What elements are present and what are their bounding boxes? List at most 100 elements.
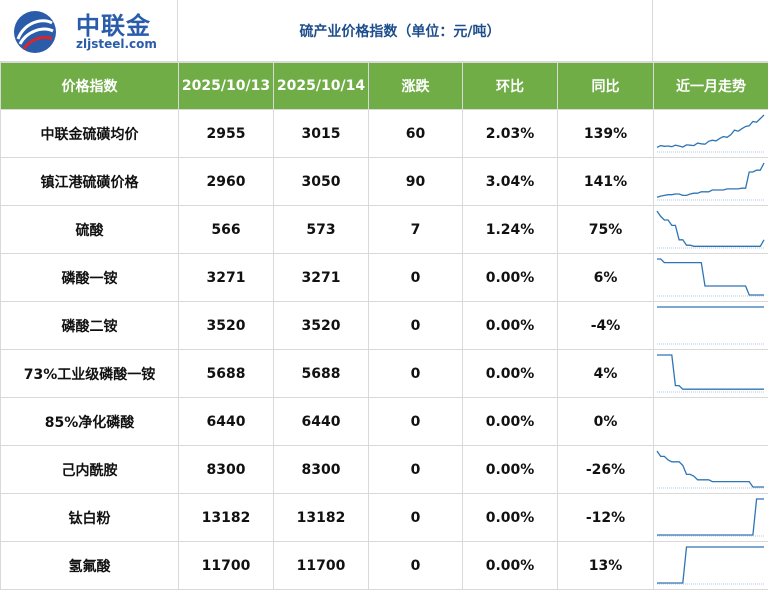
row-date2-value: 11700 <box>273 541 369 590</box>
row-name: 钛白粉 <box>0 493 179 542</box>
row-date2-value: 3015 <box>273 109 369 158</box>
row-mom: 1.24% <box>462 205 558 254</box>
col-header-name: 价格指数 <box>0 62 179 110</box>
row-trend-sparkline <box>653 301 768 350</box>
col-header-change: 涨跌 <box>368 62 463 110</box>
row-mom: 0.00% <box>462 397 558 446</box>
sheet-title: 硫产业价格指数（单位：元/吨） <box>299 23 501 40</box>
row-change: 0 <box>368 541 463 590</box>
row-change: 60 <box>368 109 463 158</box>
sparkline-line <box>656 114 765 148</box>
sparkline-line <box>657 257 764 296</box>
table-row: 镇江港硫磺价格 2960 3050 90 3.04% 141% <box>0 157 768 206</box>
row-trend-sparkline <box>653 397 768 446</box>
row-mom: 0.00% <box>462 253 558 302</box>
row-yoy: 6% <box>557 253 654 302</box>
table-row: 氢氟酸 11700 11700 0 0.00% 13% <box>0 541 768 590</box>
row-date2-value: 3271 <box>273 253 369 302</box>
sparkline-chart <box>654 399 767 445</box>
row-mom: 3.04% <box>462 157 558 206</box>
row-mom: 0.00% <box>462 493 558 542</box>
col-header-date1: 2025/10/13 <box>178 62 274 110</box>
row-date1-value: 11700 <box>178 541 274 590</box>
row-trend-sparkline <box>653 541 768 590</box>
row-mom: 0.00% <box>462 541 558 590</box>
sparkline-chart <box>656 450 764 488</box>
table-row: 硫酸 566 573 7 1.24% 75% <box>0 205 768 254</box>
col-header-date2: 2025/10/14 <box>273 62 369 110</box>
sparkline-chart <box>656 210 765 248</box>
table-row: 磷酸一铵 3271 3271 0 0.00% 6% <box>0 253 768 302</box>
sparkline-chart <box>656 114 765 152</box>
row-name: 己内酰胺 <box>0 445 179 494</box>
row-yoy: -4% <box>557 301 654 350</box>
row-trend-sparkline <box>653 493 768 542</box>
row-yoy: -12% <box>557 493 654 542</box>
row-name: 氢氟酸 <box>0 541 179 590</box>
row-name: 73%工业级磷酸一铵 <box>0 349 179 398</box>
sparkline-chart <box>657 497 764 536</box>
row-date2-value: 3050 <box>273 157 369 206</box>
row-date1-value: 8300 <box>178 445 274 494</box>
row-name: 磷酸二铵 <box>0 301 179 350</box>
sparkline-line <box>656 450 764 488</box>
header-blank-cell <box>653 0 768 61</box>
row-yoy: 4% <box>557 349 654 398</box>
table-row: 磷酸二铵 3520 3520 0 0.00% -4% <box>0 301 768 350</box>
row-name: 85%净化磷酸 <box>0 397 179 446</box>
row-name: 中联金硫磺均价 <box>0 109 179 158</box>
row-change: 90 <box>368 157 463 206</box>
row-trend-sparkline <box>653 445 768 494</box>
row-date1-value: 3271 <box>178 253 274 302</box>
row-trend-sparkline <box>653 205 768 254</box>
sparkline-line <box>657 353 764 390</box>
row-date1-value: 2960 <box>178 157 274 206</box>
row-trend-sparkline <box>653 109 768 158</box>
table-row: 钛白粉 13182 13182 0 0.00% -12% <box>0 493 768 542</box>
brand-name: 中联金 <box>76 12 151 40</box>
sheet-title-cell: 硫产业价格指数（单位：元/吨） <box>178 0 653 61</box>
sparkline-chart <box>657 257 764 296</box>
row-date2-value: 13182 <box>273 493 369 542</box>
table-row: 85%净化磷酸 6440 6440 0 0.00% 0% <box>0 397 768 446</box>
row-date1-value: 6440 <box>178 397 274 446</box>
row-date1-value: 5688 <box>178 349 274 398</box>
sparkline-line <box>657 497 764 536</box>
row-change: 0 <box>368 349 463 398</box>
row-date1-value: 566 <box>178 205 274 254</box>
sparkline-line <box>656 210 765 247</box>
brand-site: zljsteel.com <box>76 37 157 51</box>
col-header-trend: 近一月走势 <box>653 62 768 110</box>
col-header-yoy: 同比 <box>557 62 654 110</box>
row-date2-value: 5688 <box>273 349 369 398</box>
sparkline-line <box>656 162 765 198</box>
row-name: 硫酸 <box>0 205 179 254</box>
table-row: 己内酰胺 8300 8300 0 0.00% -26% <box>0 445 768 494</box>
row-change: 0 <box>368 253 463 302</box>
row-mom: 0.00% <box>462 349 558 398</box>
row-yoy: 141% <box>557 157 654 206</box>
row-yoy: -26% <box>557 445 654 494</box>
sheet-header: 中联金 zljsteel.com 硫产业价格指数（单位：元/吨） <box>0 0 768 62</box>
row-mom: 0.00% <box>462 301 558 350</box>
row-trend-sparkline <box>653 157 768 206</box>
row-date2-value: 8300 <box>273 445 369 494</box>
table-row: 73%工业级磷酸一铵 5688 5688 0 0.00% 4% <box>0 349 768 398</box>
row-date1-value: 2955 <box>178 109 274 158</box>
table-row: 中联金硫磺均价 2955 3015 60 2.03% 139% <box>0 109 768 158</box>
row-date2-value: 573 <box>273 205 369 254</box>
sparkline-chart <box>657 545 764 584</box>
row-change: 0 <box>368 397 463 446</box>
row-date2-value: 3520 <box>273 301 369 350</box>
sparkline-chart <box>657 353 764 392</box>
row-date2-value: 6440 <box>273 397 369 446</box>
row-date1-value: 3520 <box>178 301 274 350</box>
row-change: 0 <box>368 445 463 494</box>
table-header-row: 价格指数 2025/10/13 2025/10/14 涨跌 环比 同比 近一月走… <box>0 62 768 110</box>
row-mom: 0.00% <box>462 445 558 494</box>
sparkline-chart <box>657 305 764 344</box>
row-trend-sparkline <box>653 349 768 398</box>
row-change: 0 <box>368 493 463 542</box>
sparkline-line <box>657 545 764 584</box>
row-change: 7 <box>368 205 463 254</box>
